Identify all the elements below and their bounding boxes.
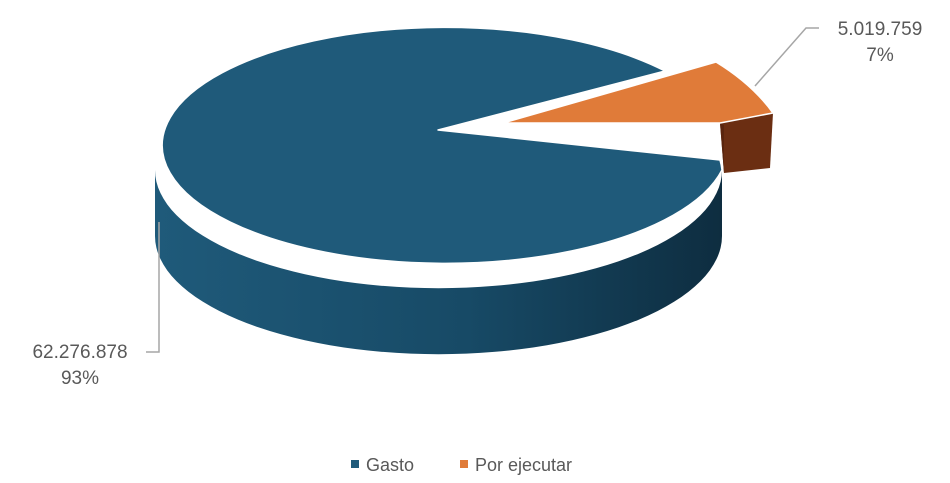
data-label-gasto-percent: 93% (61, 368, 99, 389)
legend-swatch-por-ejecutar (460, 460, 468, 468)
legend-label-por-ejecutar: Por ejecutar (475, 455, 572, 475)
data-label-por-ejecutar-value: 5.019.759 (838, 19, 923, 40)
legend-swatch-gasto (351, 460, 359, 468)
data-label-gasto-value: 62.276.878 (32, 342, 127, 363)
leader-line-por-ejecutar (754, 27, 819, 87)
slice-gasto-side (155, 170, 722, 355)
slice-por-ejecutar-side (720, 113, 773, 173)
slice-gasto (161, 26, 723, 265)
legend: Gasto Por ejecutar (351, 455, 572, 475)
slice-por-ejecutar (502, 61, 774, 124)
legend-label-gasto: Gasto (366, 455, 414, 475)
slice-por-ejecutar-edge (720, 123, 724, 173)
leader-line-gasto (146, 222, 160, 353)
data-label-por-ejecutar-percent: 7% (866, 45, 894, 66)
